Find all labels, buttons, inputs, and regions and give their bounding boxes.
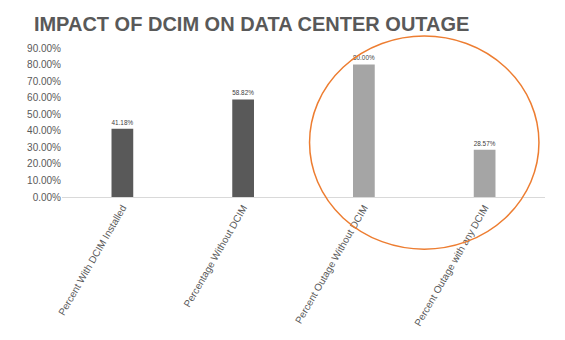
svg-text:60.00%: 60.00% <box>27 92 61 103</box>
svg-text:Percent Outage Without DCIM: Percent Outage Without DCIM <box>293 203 370 325</box>
svg-text:28.57%: 28.57% <box>474 140 496 147</box>
svg-text:IMPACT OF DCIM ON DATA CENTER: IMPACT OF DCIM ON DATA CENTER OUTAGE <box>34 13 470 35</box>
svg-text:Percentage Without DCIM: Percentage Without DCIM <box>182 203 250 309</box>
svg-text:58.82%: 58.82% <box>232 89 254 96</box>
svg-text:Percent With DCIM Installed: Percent With DCIM Installed <box>56 203 128 317</box>
svg-text:80.00%: 80.00% <box>27 59 61 70</box>
svg-text:50.00%: 50.00% <box>27 109 61 120</box>
svg-text:20.00%: 20.00% <box>27 158 61 169</box>
svg-text:40.00%: 40.00% <box>27 125 61 136</box>
svg-text:80.00%: 80.00% <box>353 54 375 61</box>
svg-text:0.00%: 0.00% <box>33 192 61 203</box>
svg-text:30.00%: 30.00% <box>27 142 61 153</box>
svg-text:Percent Outage with any DCIM: Percent Outage with any DCIM <box>412 203 490 328</box>
svg-text:70.00%: 70.00% <box>27 76 61 87</box>
svg-text:10.00%: 10.00% <box>27 175 61 186</box>
svg-text:41.18%: 41.18% <box>112 119 134 126</box>
svg-text:90.00%: 90.00% <box>27 43 61 54</box>
